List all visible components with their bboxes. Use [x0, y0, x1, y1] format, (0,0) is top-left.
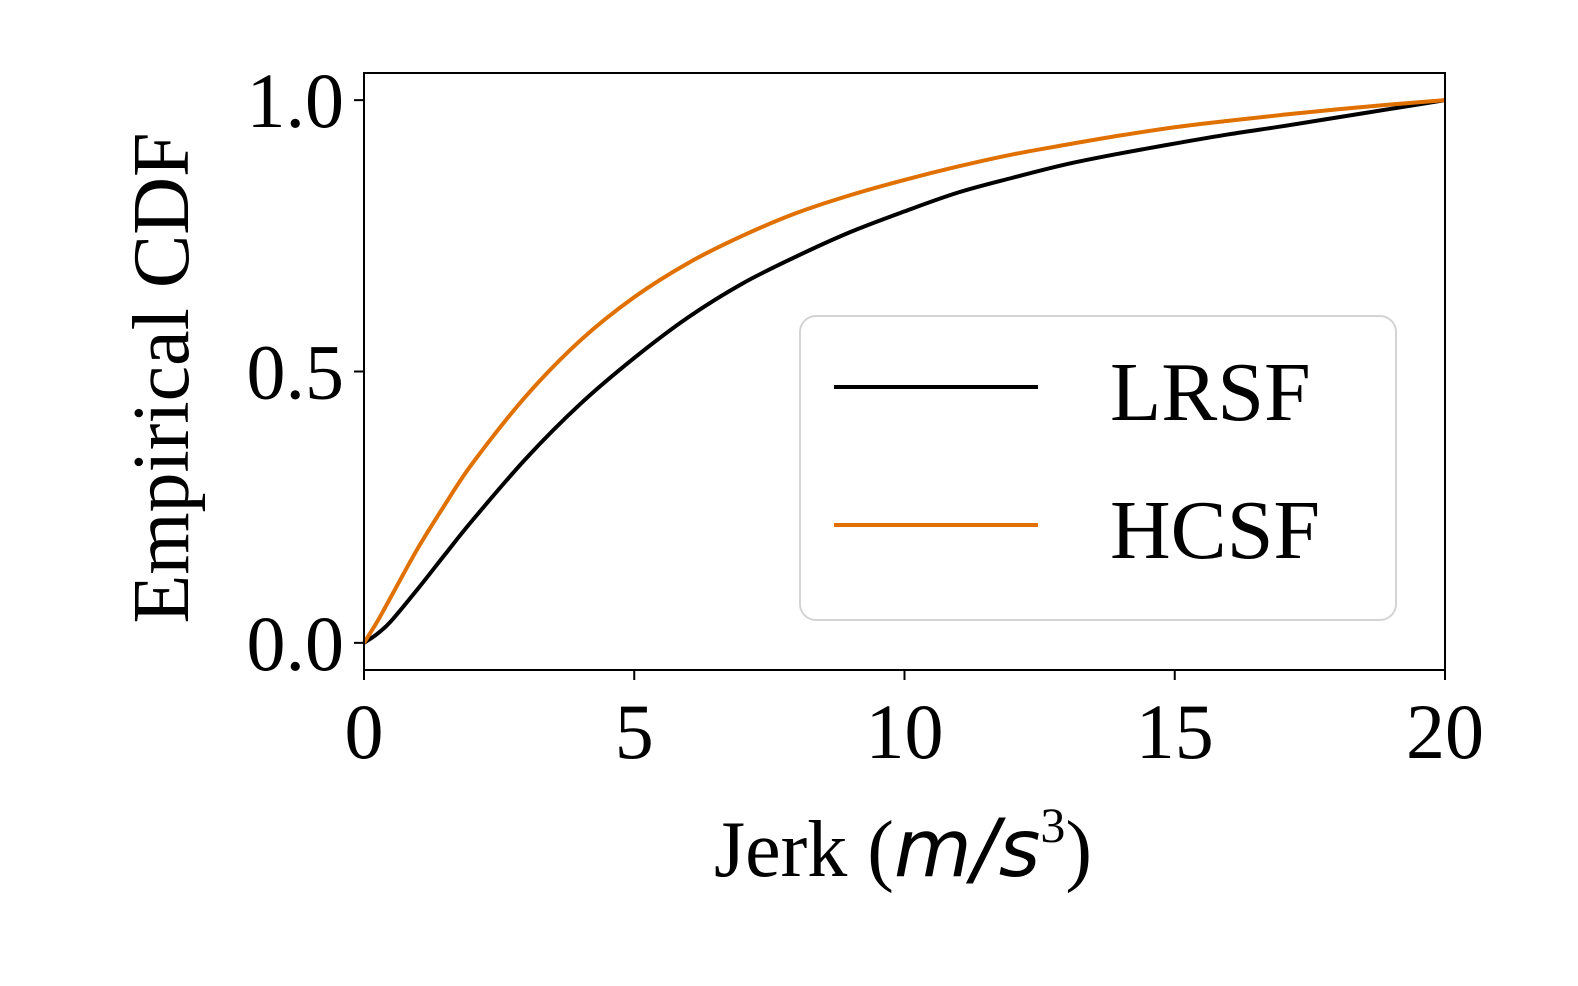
legend: LRSF HCSF: [799, 315, 1397, 621]
series-layer: [362, 98, 1446, 645]
y-tick-label: 0.0: [247, 600, 345, 687]
x-tick-label: 20: [1406, 688, 1484, 775]
series-line-lrsf: [362, 98, 1446, 645]
series-line-hcsf: [362, 98, 1446, 644]
x-tick-label: 0: [345, 688, 384, 775]
x-axis-label-close: ): [1065, 806, 1092, 894]
legend-label-hcsf: HCSF: [1110, 484, 1320, 577]
x-tick-label: 10: [866, 688, 944, 775]
axis-layer: 0 5 10 15 20 0.0 0.5 1.0: [247, 57, 1485, 775]
y-axis-label: Empirical CDF: [118, 132, 206, 623]
x-axis-label: Jerk (m/s3): [714, 797, 1092, 895]
x-axis-label-exponent: 3: [1040, 797, 1065, 853]
y-tick-label: 0.5: [247, 329, 345, 416]
x-tick-label: 5: [615, 688, 654, 775]
x-tick-label: 15: [1136, 688, 1214, 775]
y-tick-label: 1.0: [247, 57, 345, 144]
legend-label-lrsf: LRSF: [1110, 346, 1311, 439]
x-axis-label-unit: m/s: [894, 802, 1041, 895]
legend-box: [799, 315, 1397, 621]
x-axis-label-text: Jerk (: [714, 806, 894, 894]
